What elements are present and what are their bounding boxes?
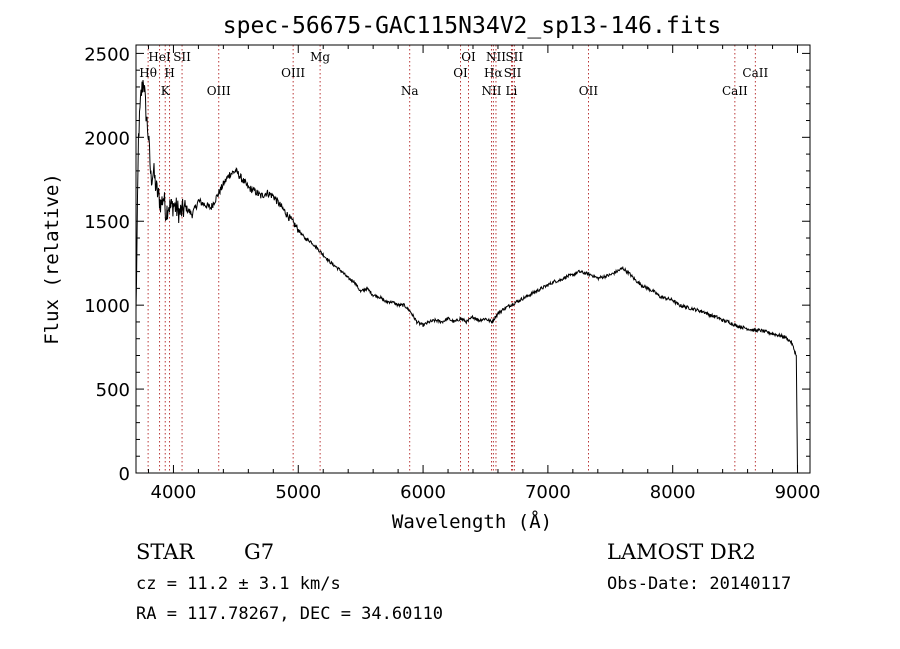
x-tick-label: 9000: [775, 482, 821, 503]
spectral-line-label: K: [161, 84, 171, 98]
spectral-line-label: OIII: [207, 84, 231, 98]
spectral-line-label: OIII: [281, 66, 305, 80]
spectral-line-label: SII: [173, 50, 191, 64]
spectral-line-label: NII: [486, 50, 506, 64]
spectral-line-label: H: [164, 66, 174, 80]
spectral-line-markers: [147, 45, 756, 473]
y-tick-label: 1000: [84, 296, 130, 317]
spectral-line-label: Hα: [484, 66, 503, 80]
coordinates: RA = 117.78267, DEC = 34.60110: [136, 604, 443, 624]
spectral-line-label: Hθ: [139, 66, 157, 80]
spectral-line-label: SII: [505, 50, 523, 64]
spectral-line-label: NII: [481, 84, 501, 98]
chart-title: spec-56675-GAC115N34V2_sp13-146.fits: [223, 13, 722, 39]
spectral-line-label: OI: [453, 66, 468, 80]
object-subclass: G7: [244, 540, 274, 564]
object-class: STAR: [136, 540, 195, 564]
observation-date: Obs-Date: 20140117: [607, 574, 791, 594]
plot-frame: [135, 44, 811, 474]
x-tick-label: 5000: [275, 482, 321, 503]
x-axis-label: Wavelength (Å): [392, 510, 552, 533]
spectral-line-label: SII: [504, 66, 522, 80]
x-tick-label: 6000: [400, 482, 446, 503]
x-tick-label: 7000: [525, 482, 571, 503]
x-tick-label: 8000: [650, 482, 696, 503]
y-tick-label: 2000: [84, 128, 130, 149]
spectrum-line: [135, 79, 798, 474]
spectral-line-label: Mg: [310, 50, 330, 64]
spectral-line-label: Na: [401, 84, 419, 98]
survey-name: LAMOST DR2: [607, 540, 756, 564]
spectral-line-label: CaII: [722, 84, 748, 98]
y-axis: 0 500 1000 1500 2000 2500: [84, 44, 810, 485]
x-tick-label: 4000: [151, 482, 197, 503]
y-tick-label: 0: [119, 464, 130, 485]
spectral-line-label: OII: [579, 84, 599, 98]
y-axis-label: Flux (relative): [41, 173, 63, 345]
x-axis: 4000 5000 6000 7000 8000 9000: [147, 45, 821, 503]
y-tick-label: 1500: [84, 212, 130, 233]
redshift-cz: cz = 11.2 ± 3.1 km/s: [136, 574, 341, 594]
y-tick-label: 2500: [84, 44, 130, 65]
y-tick-label: 500: [96, 380, 130, 401]
spectral-line-label: CaII: [742, 66, 768, 80]
spectral-line-label: OI: [461, 50, 476, 64]
spectral-line-label: Li: [506, 84, 518, 98]
spectral-line-label: HeI: [148, 50, 171, 64]
